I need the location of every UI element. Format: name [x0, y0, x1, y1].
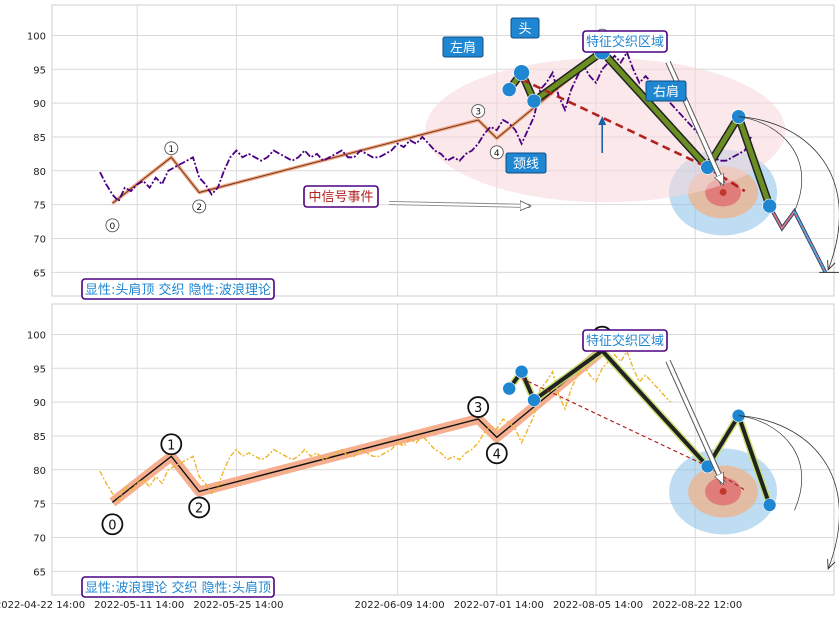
rs-curve-1: [738, 415, 839, 568]
x-tick-label: 2022-08-22 12:00: [652, 600, 742, 611]
y-tick-label: 75: [33, 201, 46, 212]
price-line: [99, 50, 752, 203]
hs-marker: [527, 393, 541, 407]
y-tick-label: 75: [33, 500, 46, 511]
hs-marker: [762, 498, 777, 512]
projection-tail: [793, 210, 827, 273]
wave-point-circle: [101, 513, 124, 536]
y-tick-label: 85: [33, 432, 46, 443]
wave-point-circle: [471, 104, 486, 118]
y-tick-label: 95: [33, 364, 46, 375]
wave-point-label: 2: [196, 203, 202, 213]
feature-zone-text-top: 特征交织区域: [586, 34, 664, 50]
wave-point-label: 3: [474, 401, 482, 416]
y-tick-label: 100: [27, 31, 46, 42]
y-tick-label: 90: [33, 398, 46, 409]
wave-point-circle: [188, 496, 211, 519]
neckline-label: 颈线: [505, 152, 547, 174]
wave-line: [111, 350, 603, 503]
x-axis: 2022-04-22 14:00 2022-05-11 14:00 2022-05-…: [0, 600, 742, 611]
neckline: [521, 78, 746, 193]
plot-area: [51, 303, 835, 596]
rs-curve-2: [738, 415, 803, 511]
wave-point-circle: [164, 141, 179, 156]
tag-bottom-text: 显性:波浪理论 交织 隐性:头肩顶: [85, 580, 271, 596]
price-line: [99, 349, 671, 502]
zone-arrow: [666, 360, 725, 483]
hs-marker: [501, 82, 517, 97]
wave-point-label: 1: [167, 438, 175, 453]
wave-point-label: 4: [493, 447, 501, 462]
hs-marker: [513, 64, 530, 81]
right-shoulder-label: 右肩: [645, 80, 687, 102]
y-tick-label: 95: [33, 65, 46, 76]
wave-point-label: 1: [168, 145, 174, 155]
wave-point-circle: [105, 218, 120, 233]
wave-point-label: 0: [108, 518, 116, 533]
y-tick-label: 65: [33, 567, 46, 578]
tag-top-text: 显性:头肩顶 交织 隐性:波浪理论: [85, 282, 271, 298]
x-tick-label: 2022-06-09 14:00: [355, 600, 445, 611]
feature-zone-center: [719, 487, 727, 495]
bottom-annotations: 特征交织区域 显性:波浪理论 交织 隐性:头肩顶: [81, 329, 668, 598]
event-label: 中信号事件: [303, 185, 379, 208]
top-panel: 65707580859095100012345: [27, 4, 839, 297]
y-tick-label: 70: [33, 234, 46, 245]
neckline-label-text: 颈线: [513, 157, 539, 172]
left-shoulder-label: 左肩: [442, 36, 484, 58]
y-tick-label: 65: [33, 268, 46, 279]
wave-point-circle: [160, 433, 183, 456]
bottom-panel: 65707580859095100012345: [27, 303, 839, 596]
hs-marker: [502, 381, 517, 396]
y-tick-label: 80: [33, 167, 46, 178]
wave-point-circle: [485, 442, 508, 465]
wave-point-circle: [192, 199, 207, 214]
wave-point-label: 2: [195, 501, 203, 516]
y-tick-label: 85: [33, 133, 46, 144]
feature-zone-text-bottom: 特征交织区域: [586, 333, 664, 349]
hs-marker: [526, 93, 542, 109]
event-arrow: [388, 203, 530, 206]
feature-zone-label-top: 特征交织区域: [582, 30, 668, 53]
top-annotations: 头 左肩 右肩 颈线 特征交织区域 中信号事件 显性:头肩顶 交织 隐性:波浪理…: [81, 17, 687, 300]
y-tick-label: 80: [33, 466, 46, 477]
left-shoulder-label-text: 左肩: [450, 40, 476, 56]
feature-zone-label-bottom: 特征交织区域: [582, 329, 668, 352]
head-label-text: 头: [518, 22, 531, 37]
tag-top: 显性:头肩顶 交织 隐性:波浪理论: [81, 278, 275, 300]
event-label-text: 中信号事件: [308, 190, 373, 205]
wave-point-label: 4: [494, 149, 500, 159]
y-tick-label: 90: [33, 99, 46, 110]
rs-curve-2: [738, 116, 803, 212]
x-tick-label: 2022-05-25 14:00: [193, 600, 283, 611]
feature-zone-center: [719, 188, 727, 196]
wave-line: [112, 51, 603, 204]
x-tick-label: 2022-08-05 14:00: [553, 600, 643, 611]
wave-point-circle: [467, 396, 490, 418]
tag-bottom: 显性:波浪理论 交织 隐性:头肩顶: [81, 576, 275, 598]
right-shoulder-label-text: 右肩: [653, 84, 679, 100]
y-tick-label: 100: [27, 330, 46, 341]
x-tick-label: 2022-04-22 14:00: [0, 600, 85, 611]
head-label: 头: [510, 17, 540, 39]
x-tick-label: 2022-05-11 14:00: [94, 600, 184, 611]
hs-marker: [762, 198, 777, 214]
y-tick-label: 70: [33, 533, 46, 544]
wave-point-label: 3: [475, 108, 481, 118]
rs-curve-1: [738, 116, 839, 269]
wave-point-circle: [489, 145, 504, 160]
hs-marker: [514, 364, 529, 379]
x-tick-label: 2022-07-01 14:00: [454, 600, 544, 611]
projection-line: [768, 205, 827, 273]
wave-point-label: 0: [110, 222, 116, 232]
